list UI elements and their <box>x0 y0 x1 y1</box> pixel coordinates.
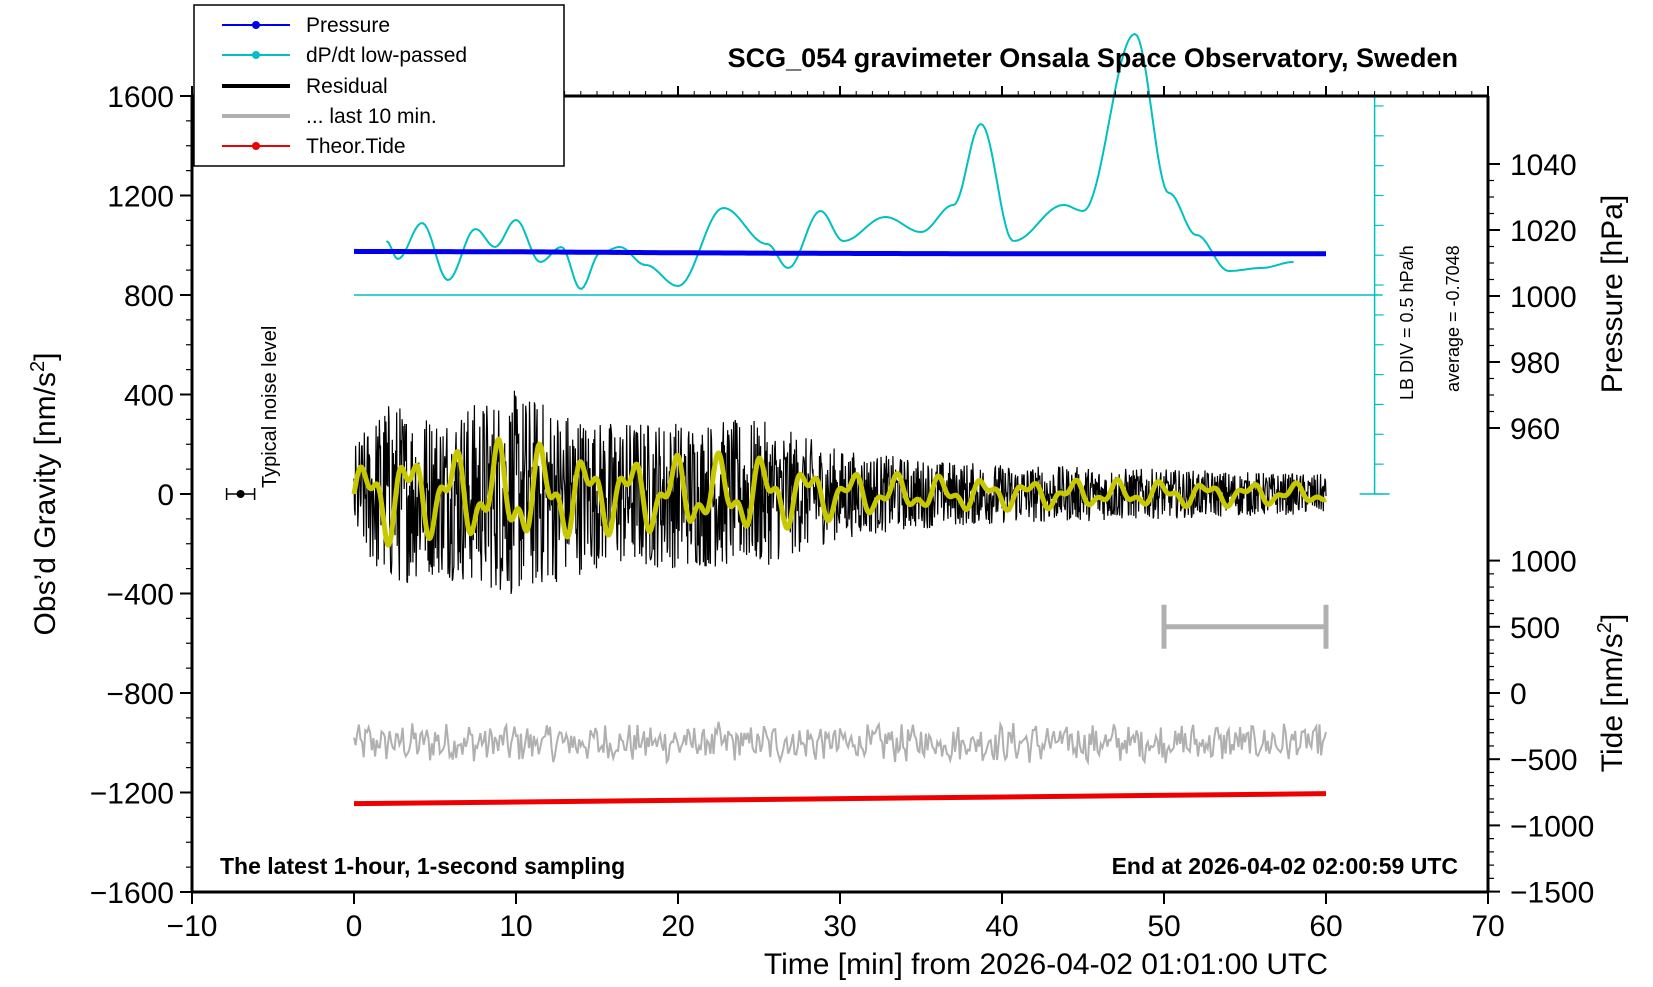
x-tick-label: 70 <box>1471 910 1504 943</box>
y-tick-label: 400 <box>124 380 174 413</box>
y-tick-label: 0 <box>157 479 174 512</box>
chart-title: SCG_054 gravimeter Onsala Space Observat… <box>728 43 1458 73</box>
axes <box>180 86 1500 904</box>
residual-series-line <box>353 390 1327 594</box>
y-axis-label-gravity-sup: 2 <box>27 361 49 372</box>
tide-tick-label: 1000 <box>1510 546 1577 579</box>
noise-level-marker <box>236 490 245 498</box>
y-axis-label-pressure: Pressure [hPa] <box>1596 195 1629 393</box>
y-tick-label: 1600 <box>107 81 174 114</box>
x-tick-label: 30 <box>823 910 856 943</box>
y-tick-label: 1200 <box>107 181 174 214</box>
x-tick-label: 10 <box>499 910 532 943</box>
pressure-tick-label: 960 <box>1510 413 1560 446</box>
y-axis-label-gravity-main: Obs’d Gravity [nm/s <box>29 372 62 635</box>
y-tick-label: −400 <box>106 579 174 612</box>
tide-tick-label: −500 <box>1510 744 1578 777</box>
tide-tick-label: 0 <box>1510 678 1527 711</box>
y-axis-label-tide-main: Tide [nm/s <box>1596 633 1629 772</box>
legend: Pressure dP/dt low-passed Residual ... l… <box>193 4 565 167</box>
tide-tick-label: 500 <box>1510 612 1560 645</box>
lb-div-label: LB DIV = 0.5 hPa/h <box>1397 245 1417 400</box>
tide-series-line <box>353 791 1327 807</box>
y-tick-label: −1600 <box>90 877 174 910</box>
legend-residual-label: Residual <box>306 75 388 98</box>
noise-level-label: Typical noise level <box>259 326 281 488</box>
last10-series-line <box>353 720 1327 766</box>
pressure-series-line <box>353 248 1326 257</box>
legend-tide-marker <box>252 142 260 150</box>
x-tick-label: 40 <box>985 910 1018 943</box>
y-tick-label: −1200 <box>90 778 174 811</box>
text-layer: −10 0 10 20 30 40 50 60 70160012008004000−400−80… <box>90 81 1595 943</box>
dpdt-series-line <box>385 32 1294 291</box>
average-label: average = -0.7048 <box>1443 245 1463 392</box>
legend-pressure-label: Pressure <box>306 14 390 37</box>
legend-dpdt-label: dP/dt low-passed <box>306 44 467 67</box>
y-axis-label-tide-close: ] <box>1596 614 1629 622</box>
legend-tide-label: Theor.Tide <box>306 135 406 158</box>
legend-dpdt-marker <box>252 51 260 59</box>
pressure-tick-label: 1020 <box>1510 215 1577 248</box>
x-tick-label: 60 <box>1309 910 1342 943</box>
x-tick-label: 20 <box>661 910 694 943</box>
data-lines <box>225 32 1390 807</box>
y-axis-label-gravity: Obs’d Gravity [nm/s2] <box>27 353 62 636</box>
pressure-tick-label: 1000 <box>1510 281 1577 314</box>
x-tick-label: −10 <box>167 910 218 943</box>
x-tick-label: 0 <box>346 910 363 943</box>
legend-pressure-marker <box>252 21 260 29</box>
y-tick-label: −800 <box>106 678 174 711</box>
footer-right-text: End at 2026-04-02 02:00:59 UTC <box>1112 853 1458 879</box>
legend-last10-label: ... last 10 min. <box>306 105 437 128</box>
y-axis-label-tide-sup: 2 <box>1594 622 1616 633</box>
y-axis-label-tide: Tide [nm/s2] <box>1594 614 1629 772</box>
residual-smoothed-line <box>351 436 1327 548</box>
y-tick-label: 800 <box>124 280 174 313</box>
pressure-tick-label: 1040 <box>1510 149 1577 182</box>
tide-tick-label: −1000 <box>1510 810 1594 843</box>
x-axis-label: Time [min] from 2026-04-02 01:01:00 UTC <box>764 948 1328 981</box>
tide-tick-label: −1500 <box>1510 877 1594 910</box>
y-axis-label-gravity-close: ] <box>29 353 62 361</box>
pressure-tick-label: 980 <box>1510 347 1560 380</box>
footer-left-text: The latest 1-hour, 1-second sampling <box>220 853 625 879</box>
x-tick-label: 50 <box>1147 910 1180 943</box>
